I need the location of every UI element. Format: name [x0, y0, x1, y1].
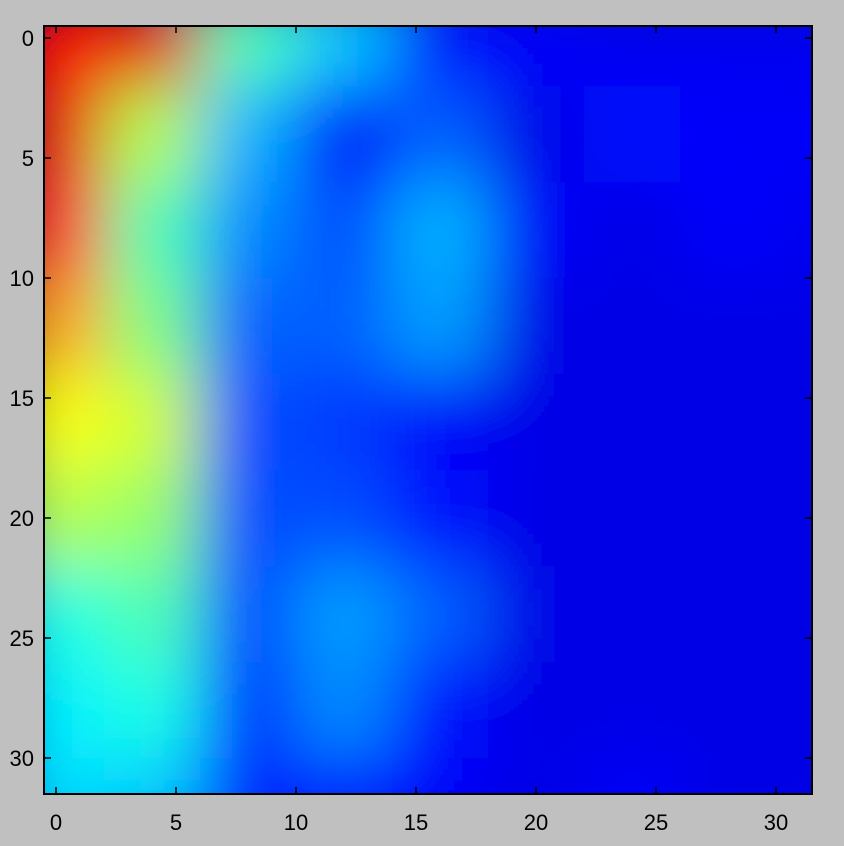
x-tick-label: 15 [404, 810, 428, 835]
heatmap-cell [296, 278, 393, 375]
x-tick-label: 10 [284, 810, 308, 835]
heatmap-cell [584, 662, 681, 759]
plot-frame [43, 25, 813, 795]
heatmap-cell [392, 662, 489, 759]
heatmap-cell [392, 566, 489, 663]
heatmap-cell [296, 374, 393, 471]
heatmap-cell [200, 758, 297, 794]
heatmap-cell [104, 566, 201, 663]
heatmap-cell [44, 566, 105, 663]
heatmap-cell [44, 86, 105, 183]
heatmap-cell [776, 278, 812, 375]
heatmap-cell [104, 662, 201, 759]
heatmap-cell [392, 86, 489, 183]
heatmap-cell [104, 374, 201, 471]
heatmap-cell [776, 374, 812, 471]
y-tick-label: 5 [22, 146, 34, 171]
x-tick-label: 20 [524, 810, 548, 835]
heatmap-cell [44, 374, 105, 471]
axis-ticks [44, 26, 812, 794]
heatmap-cell [296, 758, 393, 794]
heatmap-cell [680, 182, 777, 279]
heatmap-cell [296, 566, 393, 663]
heatmap-cell [680, 374, 777, 471]
heatmap-cell [488, 278, 585, 375]
heatmap-cell [584, 374, 681, 471]
heatmap-cell [200, 182, 297, 279]
heatmap-cell [680, 662, 777, 759]
y-tick-label: 10 [10, 266, 34, 291]
heatmap-cell [200, 662, 297, 759]
heatmap-cell [680, 470, 777, 567]
heatmap-cell [104, 86, 201, 183]
heatmap-cell [392, 26, 489, 87]
heatmap-cell [296, 182, 393, 279]
x-tick-label: 5 [170, 810, 182, 835]
heatmap-cell [44, 278, 105, 375]
heatmap-cell [776, 182, 812, 279]
heatmap-cell [584, 26, 681, 87]
heatmap-cell [584, 182, 681, 279]
heatmap-cell [680, 566, 777, 663]
y-axis-tick-labels: 0 5 10 15 20 25 30 [10, 26, 34, 771]
heatmap-cell [488, 26, 585, 87]
y-tick-label: 30 [10, 746, 34, 771]
heatmap-cell [680, 86, 777, 183]
heatmap-cell [104, 182, 201, 279]
heatmap-cell [104, 470, 201, 567]
heatmap-cell [680, 278, 777, 375]
heatmap-cell [44, 758, 105, 794]
heatmap-cell [776, 86, 812, 183]
heatmap-cell [584, 470, 681, 567]
heatmap-cell [44, 662, 105, 759]
heatmap-cell [392, 758, 489, 794]
heatmap-cell [200, 86, 297, 183]
heatmap-cell [200, 26, 297, 87]
heatmap-cell [488, 566, 585, 663]
heatmap-cell [296, 86, 393, 183]
x-tick-label: 30 [764, 810, 788, 835]
heatmap-cell [392, 182, 489, 279]
heatmap-cell [488, 182, 585, 279]
heatmap-cells [44, 26, 812, 794]
heatmap-cell [392, 374, 489, 471]
heatmap-cell [296, 470, 393, 567]
heatmap-cell [488, 374, 585, 471]
heatmap-cell [200, 566, 297, 663]
y-tick-label: 15 [10, 386, 34, 411]
y-tick-label: 25 [10, 626, 34, 651]
x-tick-label: 0 [50, 810, 62, 835]
heatmap-cell [488, 662, 585, 759]
heatmap-cell [104, 278, 201, 375]
heatmap-cell [44, 26, 105, 87]
heatmap-cell [296, 662, 393, 759]
heatmap-cell [680, 26, 777, 87]
heatmap-cell [488, 86, 585, 183]
heatmap-cell [104, 758, 201, 794]
heatmap-cell [776, 758, 812, 794]
heatmap-cell [104, 26, 201, 87]
y-tick-label: 0 [22, 26, 34, 51]
heatmap-cell [584, 278, 681, 375]
heatmap-cell [392, 470, 489, 567]
heatmap-cell [776, 26, 812, 87]
heatmap-cell [680, 758, 777, 794]
heatmap-cell [584, 86, 681, 183]
heatmap-cell [584, 758, 681, 794]
x-tick-label: 25 [644, 810, 668, 835]
heatmap-cell [200, 374, 297, 471]
heatmap-cell [488, 470, 585, 567]
heatmap-cell [776, 566, 812, 663]
heatmap-cell [44, 470, 105, 567]
heatmap-cell [44, 182, 105, 279]
x-axis-tick-labels: 0 5 10 15 20 25 30 [50, 810, 788, 835]
heatmap-cell [200, 470, 297, 567]
heatmap-cell [776, 662, 812, 759]
heatmap-cell [584, 566, 681, 663]
y-tick-label: 20 [10, 506, 34, 531]
heatmap-cell [296, 26, 393, 87]
heatmap-cell [200, 278, 297, 375]
heatmap-cell [392, 278, 489, 375]
